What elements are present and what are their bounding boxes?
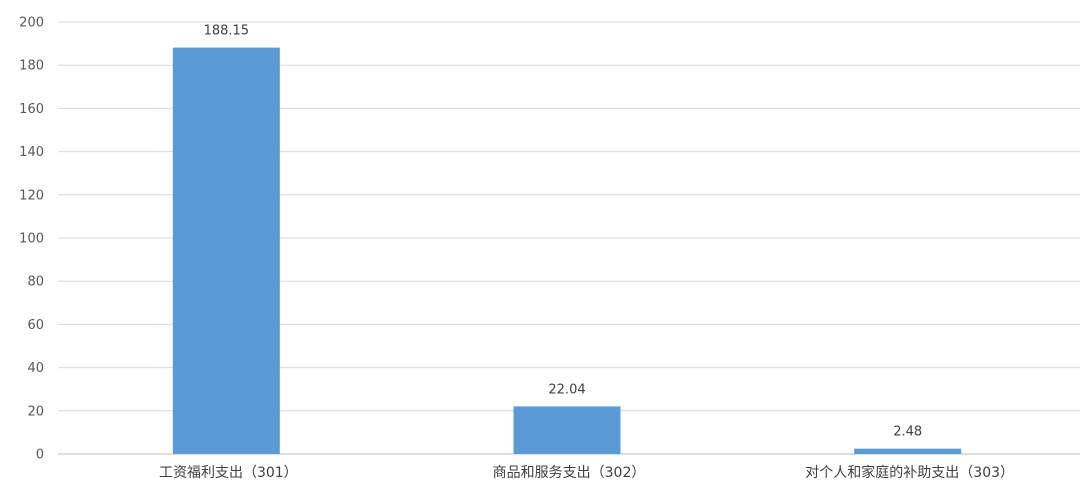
bar-2 [854, 448, 962, 454]
bar-0 [172, 47, 280, 454]
y-tick-label: 180 [19, 59, 44, 74]
y-tick-label: 80 [27, 275, 44, 290]
bar-1 [513, 406, 621, 454]
bars [172, 47, 962, 454]
x-axis: 工资福利支出（301） 商品和服务支出（302） 对个人和家庭的补助支出（303） [159, 464, 1014, 481]
y-tick-label: 120 [19, 188, 44, 203]
y-tick-label: 140 [19, 145, 44, 160]
y-tick-label: 200 [19, 16, 44, 31]
category-label: 工资福利支出（301） [159, 465, 298, 481]
y-tick-label: 0 [36, 448, 44, 463]
data-label: 188.15 [204, 24, 250, 39]
y-tick-label: 160 [19, 102, 44, 117]
category-label: 商品和服务支出（302） [493, 465, 646, 481]
category-label: 对个人和家庭的补助支出（303） [805, 464, 1014, 481]
y-tick-label: 100 [19, 232, 44, 247]
y-axis: 0 20 40 60 80 100 120 140 160 180 200 [19, 16, 44, 463]
y-tick-label: 40 [27, 361, 44, 376]
data-labels: 188.15 22.04 2.48 [204, 24, 923, 440]
y-tick-label: 60 [27, 318, 44, 333]
data-label: 22.04 [548, 382, 585, 397]
y-tick-label: 20 [27, 404, 44, 419]
data-label: 2.48 [893, 425, 922, 440]
